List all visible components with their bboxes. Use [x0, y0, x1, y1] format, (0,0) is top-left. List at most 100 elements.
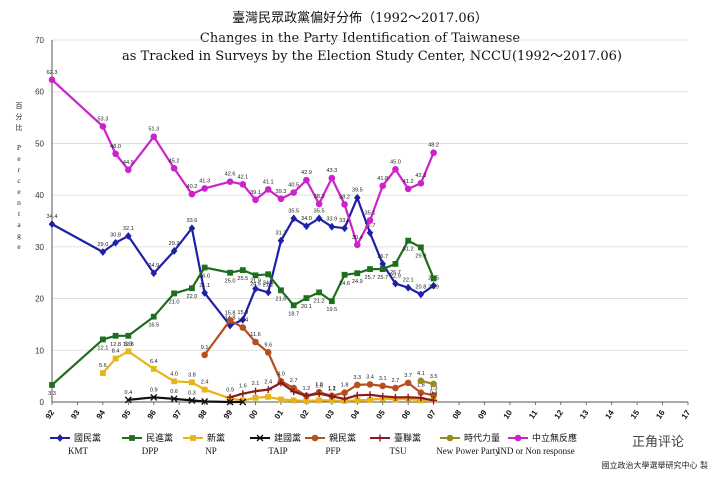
- x-tick-label: 95: [120, 408, 133, 421]
- data-label: 5.6: [99, 363, 107, 369]
- data-point: [48, 76, 56, 84]
- data-point: [290, 388, 298, 396]
- data-point: [341, 395, 349, 403]
- data-point: [328, 222, 336, 231]
- legend-label-en: DPP: [142, 446, 159, 456]
- data-label: 9.8: [124, 341, 132, 347]
- data-label: 0.3: [188, 390, 196, 396]
- y-tick-label: 60: [35, 88, 44, 97]
- y-tick-label: 50: [35, 139, 44, 148]
- data-point: [201, 185, 208, 192]
- x-tick-label: 01: [273, 408, 286, 421]
- legend-item-tsu: 臺聯黨 TSU: [370, 432, 421, 456]
- data-point: [252, 387, 260, 395]
- legend-item-pfp: 親民黨 PFP: [305, 432, 356, 456]
- x-tick-label: 98: [196, 408, 209, 421]
- data-point: [99, 123, 107, 130]
- data-label: 26.0: [199, 274, 210, 280]
- data-label: 11.6: [250, 332, 260, 338]
- legend-label-en: New Power Party: [436, 446, 500, 456]
- data-label: 24.5: [250, 281, 261, 287]
- x-tick-label: 15: [629, 408, 642, 421]
- data-point: [201, 397, 209, 405]
- data-label: 16.5: [148, 323, 159, 329]
- data-label: 48.0: [110, 144, 121, 150]
- y-axis-label-en-char: e: [17, 242, 21, 251]
- data-label: 9.6: [264, 342, 272, 348]
- data-label: 0.4: [124, 390, 132, 396]
- data-label: 12.8: [110, 342, 121, 348]
- data-label: 3.5: [430, 374, 438, 380]
- data-point: [417, 394, 425, 402]
- x-tick-label: 05: [374, 408, 387, 421]
- data-label: 8.4: [112, 349, 120, 355]
- legend-label-en: NP: [205, 446, 217, 456]
- legend-label-zh: 中立無反應: [532, 432, 577, 444]
- data-point: [430, 275, 437, 282]
- data-point: [417, 389, 425, 396]
- legend-label-en: TAIP: [268, 446, 287, 456]
- data-point: [366, 228, 374, 237]
- data-label: 2.1: [252, 381, 260, 387]
- series-dpp: 3.312.112.8 12.816.521.022.026.025.0 25.52…: [48, 237, 439, 397]
- data-label: 4.0: [277, 371, 285, 377]
- data-point: [328, 392, 336, 400]
- data-point: [129, 435, 135, 441]
- data-label: 53.3: [97, 116, 108, 122]
- data-point: [252, 284, 259, 293]
- data-point: [278, 287, 284, 294]
- data-label: 26.7: [377, 254, 388, 260]
- data-point: [188, 224, 196, 233]
- legend-item-new-power-party: 時代力量 New Power Party: [436, 432, 500, 456]
- data-label: 1.6: [315, 384, 323, 390]
- series-line: [51, 196, 435, 327]
- data-point: [112, 332, 119, 339]
- data-label: 21.9: [250, 279, 261, 285]
- data-point: [264, 288, 272, 297]
- data-point: [150, 393, 158, 401]
- data-point: [226, 316, 234, 324]
- series-ind-or-non-response: 62.3 53.3 48.0 44.9 51.3 45.2 40.241.3 42.6 42.1…: [47, 70, 439, 249]
- series-taip: 0.4 0.9 0.6 0.3: [124, 387, 247, 406]
- data-point: [125, 348, 132, 355]
- series-tsu: 0.9 1.6 2.1 2.4 1.6 1.1 0.3: [226, 379, 437, 404]
- data-point: [171, 290, 178, 297]
- data-label: 1.8: [417, 383, 425, 389]
- data-point: [239, 324, 247, 331]
- data-label: 62.3: [47, 70, 58, 76]
- data-point: [277, 236, 285, 245]
- x-tick-label: 16: [654, 408, 667, 421]
- data-point: [239, 398, 247, 406]
- data-point: [290, 214, 297, 223]
- data-label: 1.6: [239, 384, 247, 390]
- data-label: 38.2: [339, 194, 350, 200]
- data-label: 2.4: [201, 380, 209, 386]
- data-label: 24.9: [352, 279, 363, 285]
- data-point: [277, 195, 285, 203]
- series-line: [51, 78, 435, 246]
- data-point: [303, 222, 310, 231]
- x-tick-label: 99: [222, 408, 235, 421]
- data-label: 38.3: [314, 194, 325, 200]
- data-point: [328, 298, 335, 305]
- x-tick-label: 94: [95, 408, 108, 421]
- data-point: [150, 133, 158, 141]
- data-label: 24.7: [263, 280, 274, 286]
- y-axis-label-zh-char: 百: [16, 102, 23, 110]
- data-point: [379, 260, 387, 268]
- data-label: 42.9: [301, 170, 312, 176]
- data-label: 15.8: [225, 310, 236, 316]
- data-point: [99, 336, 106, 343]
- data-point: [311, 434, 319, 442]
- data-point: [353, 381, 361, 389]
- data-point: [328, 174, 336, 182]
- data-label: 31.2: [276, 231, 287, 237]
- y-axis-label-zh-char: 比: [16, 123, 23, 132]
- y-axis-label-en-char: e: [17, 154, 21, 163]
- x-tick-label: 93: [69, 408, 82, 421]
- data-label: 43.3: [326, 168, 337, 174]
- x-tick-label: 11: [527, 408, 540, 421]
- data-point: [404, 185, 412, 193]
- data-label: 3.3: [353, 375, 361, 381]
